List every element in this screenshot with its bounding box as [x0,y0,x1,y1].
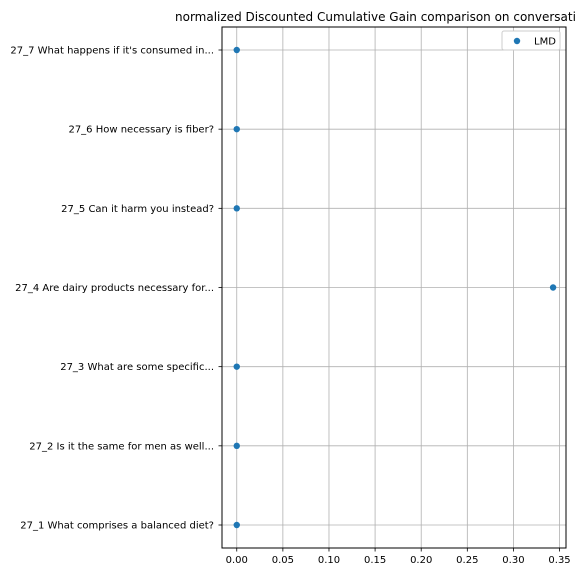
data-point [549,284,557,291]
data-points [233,46,557,529]
x-tick-label: 0.10 [318,555,340,566]
data-point [233,521,240,529]
x-tick-label: 0.25 [456,555,478,566]
y-tick-label: 27_7 What happens if it's consumed in... [10,46,214,57]
y-tick-label: 27_2 Is it the same for men as well... [29,441,214,452]
x-tick-label: 0.15 [364,555,386,566]
legend-label-lmd: LMD [534,37,556,48]
y-tick-label: 27_1 What comprises a balanced diet? [20,521,214,532]
data-point [233,363,240,370]
x-tick-label: 0.30 [502,555,524,566]
y-tick-label: 27_4 Are dairy products necessary for... [15,283,214,294]
x-tick-label: 0.35 [548,555,570,566]
data-point [233,46,240,54]
chart-title: normalized Discounted Cumulative Gain co… [175,10,576,24]
legend-box [501,30,561,51]
legend-marker-lmd [513,37,521,45]
data-point [233,205,240,212]
y-axis-ticks: 27_1 What comprises a balanced diet? 27_2… [10,46,222,532]
data-point [233,125,240,133]
x-tick-label: 0.20 [410,555,432,566]
y-tick-label: 27_6 How necessary is fiber? [68,125,214,136]
data-point [233,442,240,450]
x-axis-ticks: 0.00 0.05 0.10 0.15 0.20 0.25 0.30 0.35 [226,548,571,566]
x-tick-label: 0.00 [226,555,248,566]
y-tick-label: 27_5 Can it harm you instead? [61,204,214,215]
y-tick-label: 27_3 What are some specific... [60,362,214,373]
x-tick-label: 0.05 [272,555,294,566]
legend: LMD [501,30,561,51]
grid-lines [222,27,566,548]
